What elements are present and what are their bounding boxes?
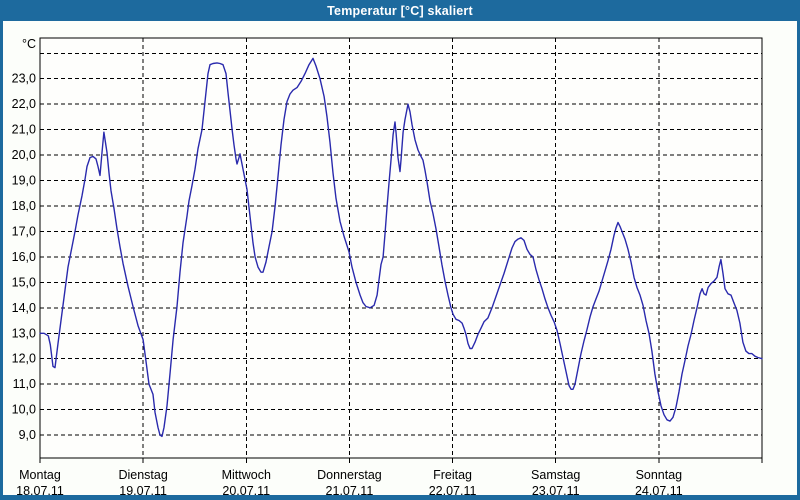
y-tick-label: 10,0 — [12, 403, 36, 417]
y-axis-unit-label: °C — [22, 37, 36, 51]
x-date-label: 24.07.11 — [635, 484, 683, 498]
y-tick-label: 22,0 — [12, 97, 36, 111]
x-day-label: Samstag — [531, 468, 580, 482]
y-tick-label: 15,0 — [12, 275, 36, 289]
x-day-label: Mittwoch — [222, 468, 271, 482]
x-day-label: Montag — [19, 468, 61, 482]
y-tick-label: 9,0 — [19, 428, 36, 442]
x-date-label: 19.07.11 — [119, 484, 167, 498]
y-tick-label: 23,0 — [12, 72, 36, 86]
title-bar: Temperatur [°C] skaliert — [0, 0, 800, 21]
x-day-label: Freitag — [433, 468, 472, 482]
x-day-label: Dienstag — [118, 468, 167, 482]
y-tick-label: 11,0 — [13, 377, 36, 391]
y-tick-label: 21,0 — [12, 123, 36, 137]
plot-area — [40, 38, 762, 458]
temperature-line — [39, 57, 763, 438]
y-tick-label: 18,0 — [12, 199, 36, 213]
y-tick-label: 20,0 — [12, 148, 36, 162]
window-title: Temperatur [°C] skaliert — [327, 3, 473, 18]
y-tick-label: 16,0 — [12, 250, 36, 264]
y-tick-label: 12,0 — [12, 352, 36, 366]
plot-border — [39, 37, 763, 459]
y-tick-label: 14,0 — [12, 301, 36, 315]
x-date-label: 22.07.11 — [429, 484, 477, 498]
y-tick-label: 17,0 — [12, 224, 36, 238]
x-day-label: Sonntag — [636, 468, 683, 482]
x-day-label: Donnerstag — [317, 468, 382, 482]
y-tick-label: 19,0 — [12, 174, 36, 188]
y-tick-label: 13,0 — [12, 326, 36, 340]
x-date-label: 18.07.11 — [16, 484, 64, 498]
x-date-label: 20.07.11 — [222, 484, 270, 498]
x-date-label: 21.07.11 — [326, 484, 374, 498]
x-date-label: 23.07.11 — [532, 484, 580, 498]
